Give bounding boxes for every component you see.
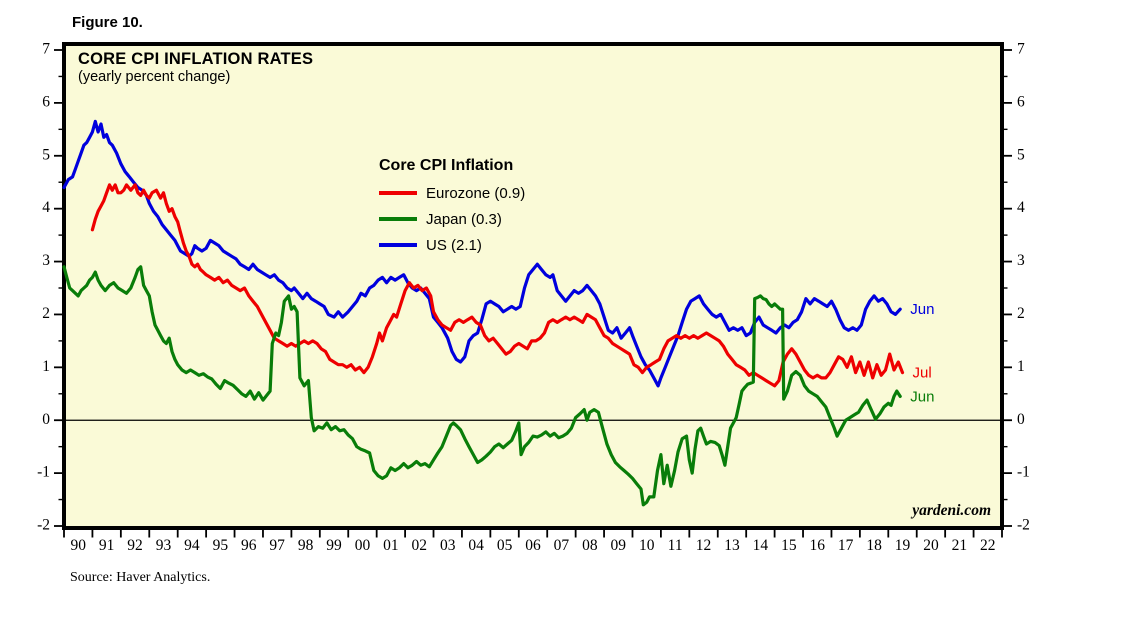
x-axis-year-label: 09: [611, 537, 627, 554]
y-axis-label: -1: [37, 464, 50, 481]
x-axis-year-label: 11: [668, 537, 683, 554]
japan-end-label: Jun: [910, 388, 934, 405]
x-axis-year-label: 02: [412, 537, 428, 554]
x-axis-year-label: 13: [724, 537, 740, 554]
x-axis-year-label: 91: [99, 537, 115, 554]
series-lines: [62, 119, 905, 507]
figure-label: Figure 10.: [72, 14, 143, 31]
x-axis-ticks: [63, 528, 1003, 538]
x-axis-year-label: 05: [497, 537, 513, 554]
y-axis-label: 7: [1017, 41, 1025, 58]
legend: Core CPI Inflation Eurozone (0.9) Japan (…: [379, 157, 525, 258]
x-axis-year-label: 99: [326, 537, 342, 554]
x-axis-year-labels: 90 91 92 93 94 95 96 97 98 99 00 01 02 03 04 05 06 07 08 09…: [70, 537, 995, 554]
y-axis-label: 6: [1017, 93, 1025, 110]
y-axis-label: -2: [1017, 517, 1030, 534]
y-axis-label: 4: [1017, 199, 1025, 216]
y-axis-right-ticks: [1002, 49, 1012, 527]
legend-item-japan: Japan (0.3): [379, 206, 525, 232]
x-axis-year-label: 98: [298, 537, 314, 554]
y-axis-label: 1: [42, 358, 50, 375]
x-axis-year-label: 93: [156, 537, 172, 554]
x-axis-year-label: 96: [241, 537, 257, 554]
x-axis-year-label: 16: [809, 537, 825, 554]
chart-subtitle: (yearly percent change): [78, 69, 231, 85]
x-axis-year-label: 90: [70, 537, 86, 554]
x-axis-year-label: 10: [639, 537, 655, 554]
x-axis-year-label: 01: [383, 537, 399, 554]
y-axis-label: 1: [1017, 358, 1025, 375]
y-axis-label: 5: [1017, 146, 1025, 163]
y-axis-label: 4: [42, 199, 50, 216]
x-axis-year-label: 03: [440, 537, 456, 554]
legend-item-eurozone: Eurozone (0.9): [379, 180, 525, 206]
chart-title: CORE CPI INFLATION RATES: [78, 50, 314, 68]
x-axis-year-label: 21: [952, 537, 968, 554]
legend-item-label: Japan (0.3): [426, 210, 502, 228]
us-end-label: Jun: [910, 301, 934, 318]
japan-line: [62, 265, 902, 507]
x-axis-year-label: 00: [355, 537, 371, 554]
legend-item-label: Eurozone (0.9): [426, 184, 526, 202]
x-axis-year-label: 15: [781, 537, 797, 554]
y-axis-label: 7: [42, 41, 50, 58]
x-axis-year-label: 17: [838, 537, 854, 554]
x-axis-year-label: 95: [213, 537, 229, 554]
y-axis-label: 6: [42, 93, 50, 110]
x-axis-year-label: 04: [468, 537, 484, 554]
series-end-labels: Jun Jul Jun: [910, 301, 934, 405]
y-axis-left-ticks: [54, 49, 64, 527]
y-axis-label: 5: [42, 146, 50, 163]
y-axis-label: 2: [42, 305, 50, 322]
x-axis-year-label: 97: [269, 537, 285, 554]
japan-swatch: [379, 217, 417, 221]
eurozone-end-label: Jul: [913, 365, 932, 382]
x-axis-year-label: 92: [127, 537, 143, 554]
x-axis-year-label: 07: [554, 537, 570, 554]
y-axis-label: 0: [1017, 411, 1025, 428]
y-axis-label: 0: [42, 411, 50, 428]
x-axis-year-label: 22: [980, 537, 996, 554]
y-axis-label: -2: [37, 517, 50, 534]
source-note: Source: Haver Analytics.: [70, 570, 211, 585]
y-axis-label: 3: [42, 252, 50, 269]
x-axis-year-label: 14: [753, 537, 769, 554]
watermark-yardeni: yardeni.com: [912, 502, 991, 519]
legend-item-us: US (2.1): [379, 232, 525, 258]
x-axis-year-label: 06: [525, 537, 541, 554]
y-axis-right-labels: -2 -1 0 1 2 3 4 5 6 7: [1017, 41, 1030, 534]
y-axis-label: 3: [1017, 252, 1025, 269]
y-axis-label: -1: [1017, 464, 1030, 481]
legend-title: Core CPI Inflation: [379, 157, 514, 174]
legend-rows: Eurozone (0.9) Japan (0.3) US (2.1): [379, 180, 525, 258]
x-axis-year-label: 12: [696, 537, 712, 554]
x-axis-year-label: 08: [582, 537, 598, 554]
legend-item-label: US (2.1): [426, 236, 482, 254]
plot-area: [62, 42, 1004, 530]
y-axis-label: 2: [1017, 305, 1025, 322]
eurozone-swatch: [379, 191, 417, 195]
x-axis-year-label: 20: [923, 537, 939, 554]
x-axis-year-label: 19: [895, 537, 911, 554]
y-axis-left-labels: -2 -1 0 1 2 3 4 5 6 7: [37, 41, 50, 534]
x-axis-year-label: 18: [866, 537, 882, 554]
us-swatch: [379, 243, 417, 247]
eurozone-line: [90, 183, 905, 388]
x-axis-year-label: 94: [184, 537, 200, 554]
